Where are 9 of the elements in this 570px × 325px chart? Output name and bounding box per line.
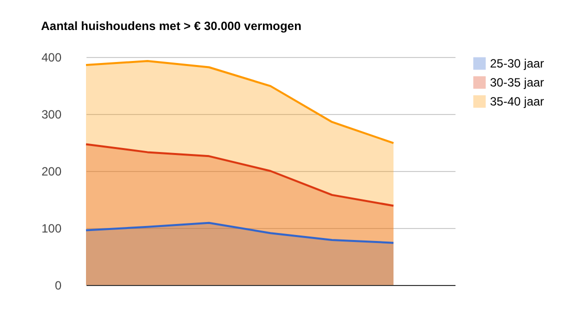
legend-label: 30-35 jaar <box>490 76 544 90</box>
legend-label: 35-40 jaar <box>490 94 544 108</box>
y-tick-label: 200 <box>41 164 62 178</box>
y-tick-label: 400 <box>41 50 62 64</box>
chart-title: Aantal huishoudens met > € 30.000 vermogen <box>40 19 302 33</box>
y-tick-label: 0 <box>54 278 62 292</box>
y-tick-label: 300 <box>41 108 62 122</box>
y-tick-label: 100 <box>41 222 62 236</box>
legend-label: 25-30 jaar <box>490 56 544 70</box>
